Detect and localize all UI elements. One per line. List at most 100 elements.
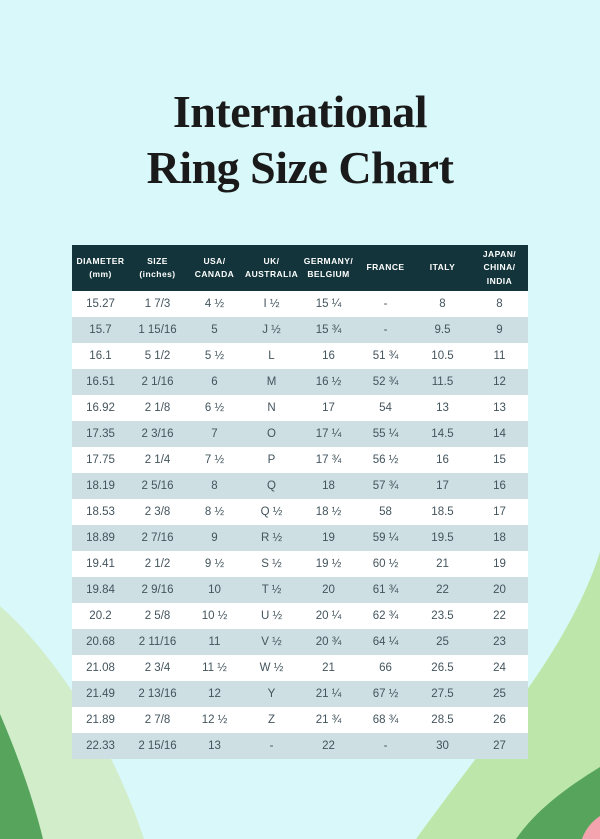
table-cell: 11.5 <box>414 369 471 395</box>
table-cell: 14.5 <box>414 421 471 447</box>
table-cell: 15 ¼ <box>300 291 357 317</box>
table-cell: 67 ½ <box>357 681 414 707</box>
table-cell: 24 <box>471 655 528 681</box>
table-cell: 2 3/8 <box>129 499 186 525</box>
table-cell: 12 <box>471 369 528 395</box>
table-cell: Z <box>243 707 300 733</box>
table-cell: 20 <box>300 577 357 603</box>
table-cell: 12 ½ <box>186 707 243 733</box>
table-cell: 54 <box>357 395 414 421</box>
table-cell: - <box>357 291 414 317</box>
table-cell: 60 ½ <box>357 551 414 577</box>
table-row: 16.92 2 1/8 6 ½ N 17 54 13 13 <box>72 395 528 421</box>
column-header: DIAMETER (mm) <box>72 245 129 291</box>
table-cell: 13 <box>414 395 471 421</box>
table-cell: - <box>357 733 414 759</box>
table-cell: 6 <box>186 369 243 395</box>
table-cell: 64 ¼ <box>357 629 414 655</box>
table-cell: 17.75 <box>72 447 129 473</box>
table-cell: 21.89 <box>72 707 129 733</box>
table-cell: 17 ¾ <box>300 447 357 473</box>
table-cell: 5 1/2 <box>129 343 186 369</box>
table-cell: P <box>243 447 300 473</box>
table-cell: 22.33 <box>72 733 129 759</box>
table-cell: 16.51 <box>72 369 129 395</box>
table-cell: 15 <box>471 447 528 473</box>
table-cell: 1 15/16 <box>129 317 186 343</box>
table-cell: 25 <box>471 681 528 707</box>
table-cell: S ½ <box>243 551 300 577</box>
table-cell: 20 ¼ <box>300 603 357 629</box>
table-cell: 26 <box>471 707 528 733</box>
table-cell: 57 ¾ <box>357 473 414 499</box>
table-row: 18.89 2 7/16 9 R ½ 19 59 ¼ 19.5 18 <box>72 525 528 551</box>
table-cell: 11 <box>186 629 243 655</box>
table-cell: 11 <box>471 343 528 369</box>
table-cell: 21.08 <box>72 655 129 681</box>
table-cell: 51 ¾ <box>357 343 414 369</box>
table-cell: 2 1/16 <box>129 369 186 395</box>
table-cell: 23.5 <box>414 603 471 629</box>
table-cell: I ½ <box>243 291 300 317</box>
table-cell: Q <box>243 473 300 499</box>
table-cell: 1 7/3 <box>129 291 186 317</box>
table-cell: 6 ½ <box>186 395 243 421</box>
table-cell: 16 <box>471 473 528 499</box>
table-cell: T ½ <box>243 577 300 603</box>
table-cell: U ½ <box>243 603 300 629</box>
table-cell: 2 5/16 <box>129 473 186 499</box>
table-cell: 16 <box>300 343 357 369</box>
table-cell: 16 <box>414 447 471 473</box>
table-cell: 9 ½ <box>186 551 243 577</box>
table-cell: 2 1/4 <box>129 447 186 473</box>
table-cell: 8 <box>186 473 243 499</box>
table-cell: 16.1 <box>72 343 129 369</box>
table-cell: 11 ½ <box>186 655 243 681</box>
table-cell: 59 ¼ <box>357 525 414 551</box>
table-cell: 18 ½ <box>300 499 357 525</box>
table-cell: 19 <box>471 551 528 577</box>
table-cell: O <box>243 421 300 447</box>
table-cell: 62 ¾ <box>357 603 414 629</box>
table-cell: 18.89 <box>72 525 129 551</box>
table-cell: 10 ½ <box>186 603 243 629</box>
table-row: 17.75 2 1/4 7 ½ P 17 ¾ 56 ½ 16 15 <box>72 447 528 473</box>
column-header: GERMANY/ BELGIUM <box>300 245 357 291</box>
table-cell: 15 ¾ <box>300 317 357 343</box>
table-cell: 4 ½ <box>186 291 243 317</box>
table-cell: 20 ¾ <box>300 629 357 655</box>
table-cell: L <box>243 343 300 369</box>
table-cell: 25 <box>414 629 471 655</box>
table-cell: R ½ <box>243 525 300 551</box>
table-cell: 13 <box>186 733 243 759</box>
table-cell: 17.35 <box>72 421 129 447</box>
table-row: 16.1 5 1/2 5 ½ L 16 51 ¾ 10.5 11 <box>72 343 528 369</box>
table-cell: 2 13/16 <box>129 681 186 707</box>
table-cell: 18.5 <box>414 499 471 525</box>
table-cell: 27 <box>471 733 528 759</box>
table-cell: 16 ½ <box>300 369 357 395</box>
table-cell: 66 <box>357 655 414 681</box>
page-title-line1: International <box>172 86 428 137</box>
table-cell: 18 <box>300 473 357 499</box>
table-cell: 18.19 <box>72 473 129 499</box>
table-cell: 15.7 <box>72 317 129 343</box>
page-title: International Ring Size Chart <box>0 84 600 196</box>
table-cell: 9 <box>471 317 528 343</box>
table-cell: 52 ¾ <box>357 369 414 395</box>
table-cell: V ½ <box>243 629 300 655</box>
table-cell: 12 <box>186 681 243 707</box>
table-cell: 19 <box>300 525 357 551</box>
table-row: 18.19 2 5/16 8 Q 18 57 ¾ 17 16 <box>72 473 528 499</box>
table-cell: N <box>243 395 300 421</box>
table-row: 19.84 2 9/16 10 T ½ 20 61 ¾ 22 20 <box>72 577 528 603</box>
table-cell: 8 <box>414 291 471 317</box>
table-cell: 68 ¾ <box>357 707 414 733</box>
table-cell: 2 1/2 <box>129 551 186 577</box>
table-cell: W ½ <box>243 655 300 681</box>
table-cell: 28.5 <box>414 707 471 733</box>
table-cell: 2 5/8 <box>129 603 186 629</box>
